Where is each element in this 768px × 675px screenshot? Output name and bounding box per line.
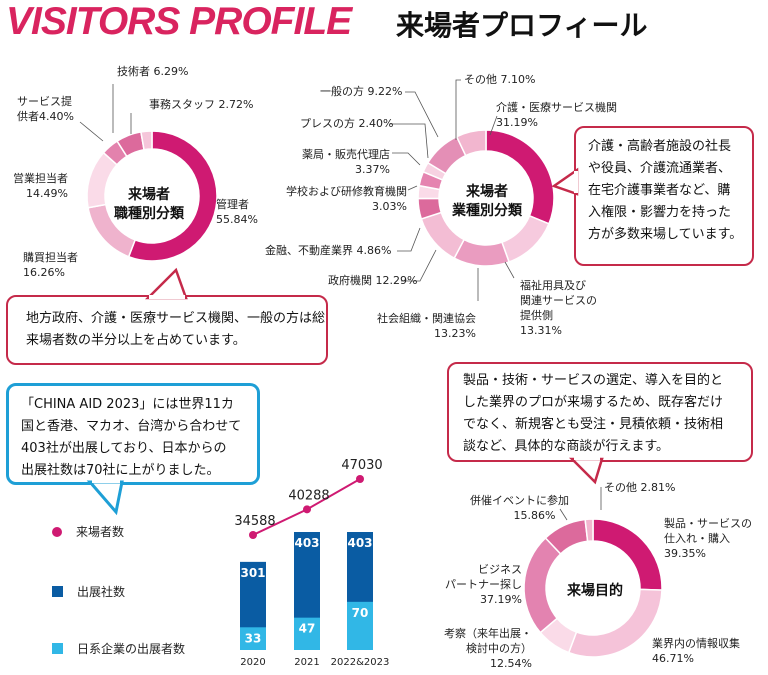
- bar-japanese-label-0: 33: [245, 631, 262, 645]
- bubble-china-note: 「CHINA AID 2023」には世界11カ 国と香港、マカオ、台湾から合わせて…: [6, 383, 260, 485]
- label-purpose-event: 併催イベントに参加 15.86%: [470, 494, 569, 522]
- bar-japanese-label-2: 70: [352, 606, 369, 620]
- label-finance: 金融、不動産業界 4.86%: [265, 244, 392, 257]
- visitors-label-2: 47030: [341, 458, 382, 473]
- bubble-job-note: 地方政府、介護・医療サービス機関、一般の方は総 来場者数の半分以上を占めています。: [6, 295, 328, 365]
- label-service: サービス提 供者4.40%: [17, 95, 74, 123]
- label-purpose-other: その他 2.81%: [604, 481, 676, 494]
- label-purchase: 購買担当者 16.26%: [23, 251, 78, 279]
- x-tick-label-1: 2021: [294, 657, 319, 668]
- legend-visitors-swatch: [52, 526, 62, 537]
- label-general: 一般の方 9.22%: [320, 85, 403, 98]
- label-manager: 管理者 55.84%: [216, 198, 258, 226]
- label-gov: 政府機関 12.29%: [328, 274, 418, 287]
- label-purpose-consider: 考察（来年出展・ 検討中の方） 12.54%: [444, 627, 532, 670]
- legend-exhibitors: 出展社数: [52, 583, 125, 600]
- bar-japanese-1: [294, 617, 320, 650]
- donut-purpose-center-label: 来場目的: [567, 583, 623, 599]
- legend-exhibitors-swatch: [52, 586, 63, 597]
- bar-exhibitors-label-0: 301: [240, 566, 265, 580]
- job-slice-0: [127, 130, 218, 262]
- label-school: 学校および研修教育機関 3.03%: [286, 185, 407, 213]
- bubble-industry-note: 介護・高齢者施設の社長 や役員、介護流通業者、 在宅介護事業者など、購 入権限・影響力…: [574, 126, 754, 266]
- visitors-label-1: 40288: [288, 488, 329, 503]
- donut-purpose: [523, 518, 663, 658]
- donut-job-type: [86, 130, 218, 262]
- donut-industry-center-label: 来場者 業種別分類: [452, 184, 522, 219]
- x-tick-label-0: 2020: [240, 657, 265, 668]
- label-purpose-partner: ビジネス パートナー探し 37.19%: [445, 563, 522, 606]
- label-care: 介護・医療サービス機関 31.19%: [496, 101, 617, 129]
- label-purpose-buy: 製品・サービスの 仕入れ・購入 39.35%: [664, 517, 752, 560]
- visitors-point-2: [356, 475, 364, 483]
- visitors-point-1: [303, 505, 311, 514]
- label-social: 社会組織・関連協会 13.23%: [377, 312, 476, 340]
- title-english: VISITORS PROFILE: [6, 0, 352, 43]
- legend-japanese-swatch: [52, 643, 63, 654]
- donut-industry: [417, 129, 555, 267]
- label-welfare: 福祉用具及び 関連サービスの 提供側 13.31%: [520, 279, 597, 337]
- label-other-industry: その他 7.10%: [464, 73, 536, 86]
- donut-job-center-label: 来場者 職種別分類: [114, 187, 184, 222]
- bar-exhibitors-label-1: 403: [294, 536, 319, 550]
- label-purpose-info: 業界内の情報収集 46.71%: [652, 637, 740, 665]
- legend-japanese: 日系企業の出展者数: [52, 640, 185, 657]
- bar-japanese-0: [240, 627, 266, 650]
- industry-slice-9: [455, 129, 487, 157]
- visitors-label-0: 34588: [234, 514, 275, 529]
- leader-lines: [79, 79, 602, 521]
- visitors-point-0: [249, 531, 257, 539]
- bubble-purpose-note: 製品・技術・サービスの選定、導入を目的と した業界のプロが来場するため、既存客だけ…: [447, 362, 753, 462]
- label-tech: 技術者 6.29%: [117, 65, 189, 78]
- job-slice-5: [140, 130, 153, 151]
- label-pharmacy: 薬局・販売代理店 3.37%: [302, 148, 390, 176]
- legend-visitors: 来場者数: [52, 523, 124, 540]
- label-office: 事務スタッフ 2.72%: [149, 98, 254, 111]
- title-japanese: 来場者プロフィール: [396, 9, 648, 42]
- purpose-slice-5: [584, 518, 594, 543]
- bar-japanese-2: [347, 601, 373, 650]
- bar-exhibitors-label-2: 403: [347, 536, 372, 550]
- bar-japanese-label-1: 47: [299, 622, 316, 636]
- x-tick-label-2: 2022&2023: [331, 657, 390, 668]
- label-sales: 営業担当者 14.49%: [13, 172, 68, 200]
- label-press: プレスの方 2.40%: [300, 117, 394, 130]
